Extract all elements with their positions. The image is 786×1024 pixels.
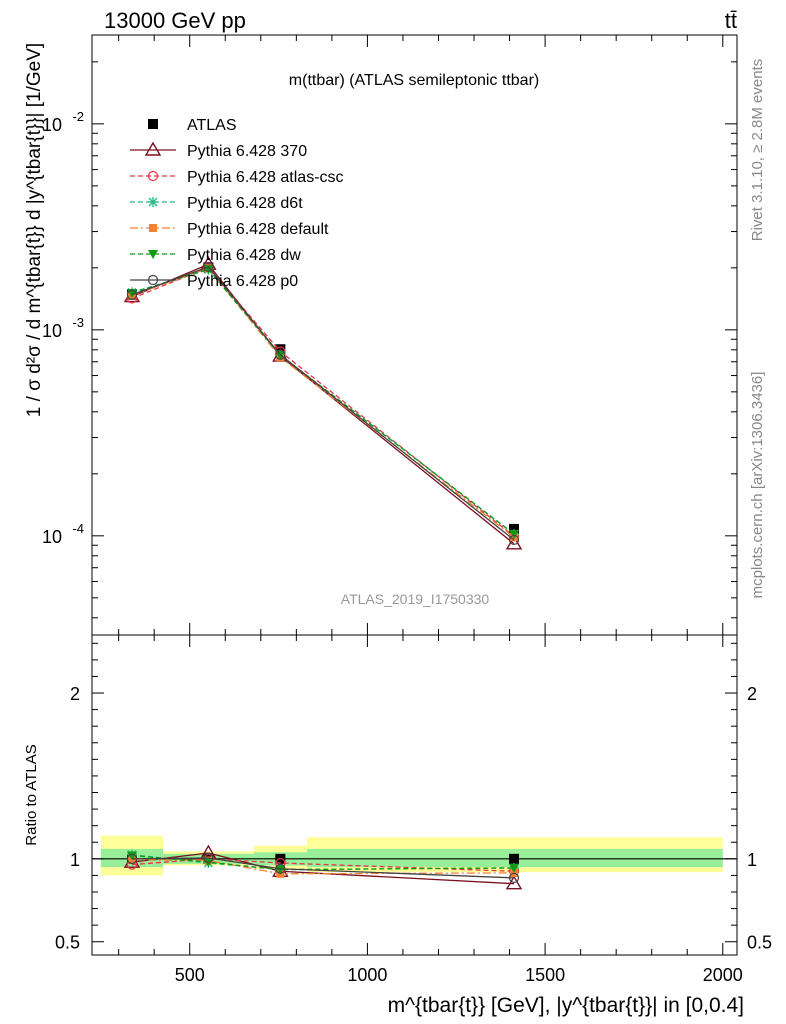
series-2	[126, 262, 520, 542]
ratio-series-line	[131, 857, 515, 879]
legend-item: Pythia 6.428 370	[130, 141, 307, 160]
legend-label: Pythia 6.428 default	[187, 221, 329, 238]
x-tick-label: 2000	[703, 965, 743, 985]
ratio-series-5	[126, 852, 520, 884]
data-point	[509, 853, 520, 864]
main-x-axis	[118, 35, 724, 635]
process-label: tt̄	[725, 8, 737, 33]
main-series	[123, 255, 523, 550]
ratio-y-tick-label-right: 0.5	[747, 933, 772, 953]
data-point	[509, 863, 520, 873]
data-point	[275, 349, 286, 360]
ratio-y-tick-label: 0.5	[55, 933, 80, 953]
series-line	[131, 267, 515, 538]
data-point	[147, 274, 159, 286]
data-point	[126, 851, 137, 861]
legend-label: Pythia 6.428 dw	[187, 247, 301, 264]
legend: ATLAS Pythia 6.428 370 Pythia 6.428 atlas-…	[130, 117, 344, 290]
analysis-watermark: ATLAS_2019_I1750330	[341, 591, 490, 607]
legend-item: Pythia 6.428 d6t	[130, 195, 303, 212]
series-6	[126, 261, 520, 546]
legend-label: Pythia 6.428 370	[187, 143, 307, 160]
data-point	[508, 534, 520, 546]
main-y-tick-label: 10	[42, 527, 62, 547]
data-point	[275, 863, 286, 874]
data-point	[275, 351, 286, 361]
main-y-tick-exponent: -2	[72, 109, 84, 124]
legend-label: Pythia 6.428 d6t	[187, 195, 303, 212]
data-point	[509, 523, 520, 534]
x-tick-label: 1000	[347, 965, 387, 985]
ratio-ylabel: Ratio to ATLAS	[23, 744, 40, 845]
data-point	[147, 170, 159, 182]
data-point	[508, 872, 520, 884]
legend-item: Pythia 6.428 p0	[130, 273, 298, 290]
data-point	[126, 289, 138, 300]
legend-label: Pythia 6.428 atlas-csc	[187, 169, 344, 186]
series-line	[131, 263, 515, 545]
energy-label: 13000 GeV pp	[104, 8, 246, 33]
data-point	[203, 261, 214, 273]
main-y-tick-label: 10	[42, 321, 62, 341]
legend-label: ATLAS	[187, 117, 237, 134]
main-y-axis: 10 -4 10 -3 10 -2	[42, 61, 737, 619]
legend-label: Pythia 6.428 p0	[187, 273, 298, 290]
data-point	[149, 224, 157, 232]
mcplots-label: mcplots.cern.ch [arXiv:1306.3436]	[749, 372, 766, 599]
data-point	[148, 250, 158, 259]
data-point	[126, 853, 138, 864]
ratio-y-tick-label: 1	[70, 850, 80, 870]
main-y-tick-exponent: -4	[72, 521, 84, 536]
rivet-label: Rivet 3.1.10, ≥ 2.8M events	[749, 59, 766, 242]
ratio-x-axis: 500 1000 1500 2000	[118, 635, 743, 985]
legend-item: Pythia 6.428 atlas-csc	[130, 169, 344, 186]
ratio-series-line	[131, 854, 515, 871]
main-y-tick-exponent: -3	[72, 315, 84, 330]
main-panel: m(ttbar) (ATLAS semileptonic ttbar) ATLA…	[24, 34, 738, 636]
data-point	[148, 119, 158, 129]
ratio-y-axis: 0.5 0.5 1 1 2 2	[55, 642, 772, 953]
ratio-panel-frame	[91, 634, 738, 956]
data-point	[144, 141, 162, 156]
ratio-y-tick-label: 2	[70, 684, 80, 704]
data-point	[148, 197, 158, 207]
main-y-tick-label: 10	[42, 115, 62, 135]
x-tick-label: 1500	[525, 965, 565, 985]
main-title: m(ttbar) (ATLAS semileptonic ttbar)	[289, 72, 539, 89]
legend-item: Pythia 6.428 default	[130, 221, 329, 238]
legend-item: ATLAS	[148, 117, 237, 134]
ratio-series-line	[131, 858, 515, 872]
main-ylabel: 1 / σ d²σ / d m^{tbar{t}} d |y^{tbar{t}}…	[24, 43, 45, 417]
ratio-series-line	[131, 852, 515, 885]
legend-item: Pythia 6.428 dw	[130, 247, 301, 264]
series-line	[131, 266, 515, 537]
data-point	[509, 530, 520, 540]
x-tick-label: 500	[175, 965, 205, 985]
data-point	[505, 875, 523, 890]
ratio-y-tick-label-right: 2	[747, 684, 757, 704]
ratio-series-line	[131, 859, 515, 875]
ratio-y-tick-label-right: 1	[747, 850, 757, 870]
data-point	[203, 852, 214, 864]
ratio-xlabel: m^{tbar{t}} [GeV], |y^{tbar{t}}| in [0,0…	[388, 994, 744, 1017]
ratio-series	[123, 844, 523, 890]
series-line	[131, 266, 515, 541]
series-1	[123, 255, 523, 550]
ratio-panel: Ratio to ATLAS m^{tbar{t}} [GeV], |y^{tb…	[23, 634, 772, 1017]
